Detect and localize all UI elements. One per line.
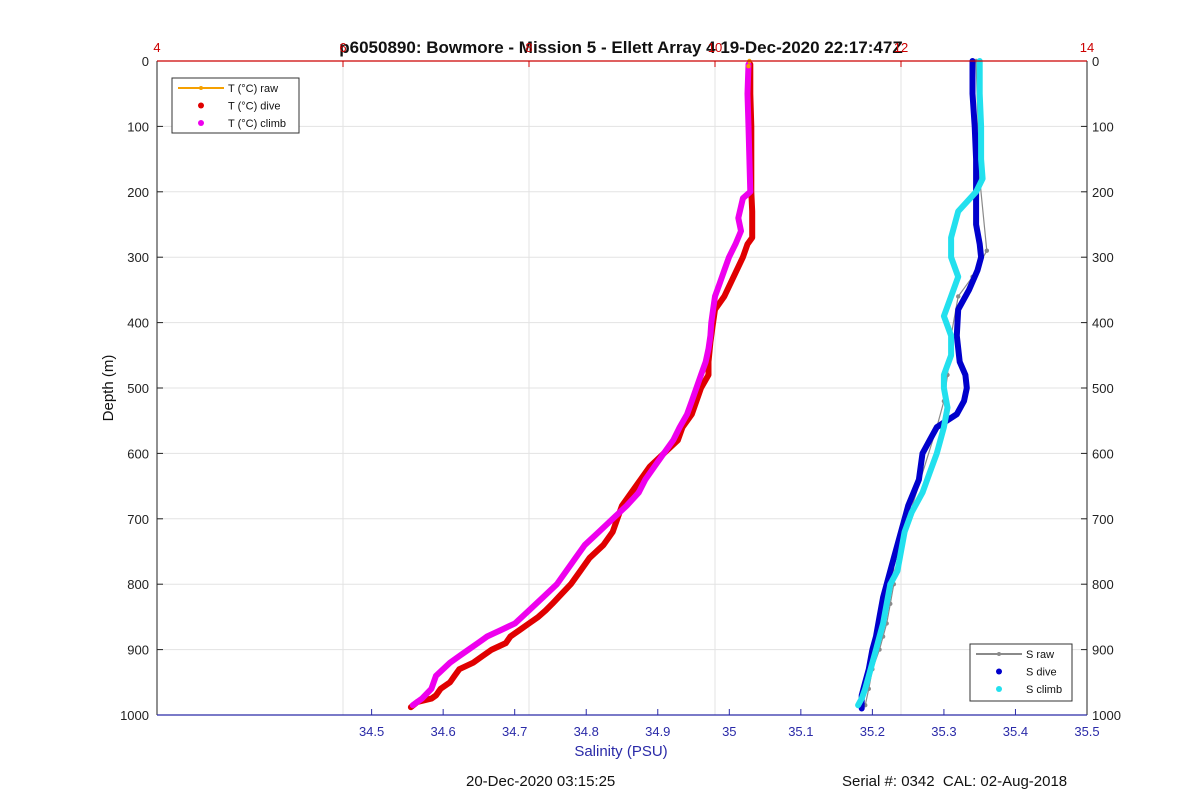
x-tick-label: 35 bbox=[722, 724, 736, 739]
legend-entry-label: T (°C) climb bbox=[228, 118, 286, 130]
footer-timestamp: 20-Dec-2020 03:15:25 bbox=[466, 773, 616, 790]
y-tick-label-left: 600 bbox=[127, 446, 149, 461]
top-tick-label: 10 bbox=[708, 40, 722, 55]
x-tick-label: 35.5 bbox=[1074, 724, 1099, 739]
y-tick-label-right: 600 bbox=[1092, 446, 1114, 461]
chart-title: p6050890: Bowmore - Mission 5 - Ellett A… bbox=[339, 38, 902, 57]
data-point bbox=[984, 248, 990, 253]
y-tick-label-right: 200 bbox=[1092, 185, 1114, 200]
x-tick-label: 34.5 bbox=[359, 724, 384, 739]
footer-serial-cal: Serial #: 0342 CAL: 02-Aug-2018 bbox=[842, 773, 1068, 790]
y-tick-label-left: 400 bbox=[127, 316, 149, 331]
y-tick-label-left: 800 bbox=[127, 577, 149, 592]
y-tick-label-left: 200 bbox=[127, 185, 149, 200]
legend-entry-label: S raw bbox=[1026, 649, 1054, 661]
x-tick-label: 34.8 bbox=[574, 724, 599, 739]
series-s-dive bbox=[858, 58, 985, 712]
y-tick-label-right: 300 bbox=[1092, 250, 1114, 265]
y-tick-label-right: 0 bbox=[1092, 54, 1099, 69]
legend-swatch-marker bbox=[199, 86, 203, 90]
top-tick-label: 4 bbox=[153, 40, 160, 55]
x-tick-label: 34.9 bbox=[645, 724, 670, 739]
y-tick-label-right: 700 bbox=[1092, 512, 1114, 527]
legend-temperature: T (°C) raw T (°C) dive T (°C) climb bbox=[171, 77, 300, 134]
tick-labels: 0 0 100 100 200 200 300 300 400 400 500 500 600 600 70… bbox=[120, 40, 1121, 739]
y-tick-label-right: 400 bbox=[1092, 316, 1114, 331]
legend-swatch-marker bbox=[198, 102, 204, 109]
axes bbox=[156, 60, 1088, 716]
legend-swatch-marker bbox=[997, 652, 1001, 656]
y-tick-label-left: 0 bbox=[142, 54, 149, 69]
x-tick-label: 35.4 bbox=[1003, 724, 1028, 739]
legend-entry-label: S dive bbox=[1026, 667, 1057, 679]
data-point bbox=[956, 294, 961, 299]
x-tick-label: 34.7 bbox=[502, 724, 527, 739]
legend-swatch-marker bbox=[996, 668, 1002, 675]
y-tick-label-left: 500 bbox=[127, 381, 149, 396]
series-t-c-climb bbox=[409, 61, 754, 709]
y-tick-label-right: 500 bbox=[1092, 381, 1114, 396]
top-tick-label: 12 bbox=[894, 40, 908, 55]
x-axis-label: Salinity (PSU) bbox=[574, 743, 667, 760]
data-point bbox=[746, 64, 751, 69]
top-tick-label: 14 bbox=[1080, 40, 1094, 55]
y-tick-label-right: 100 bbox=[1092, 119, 1114, 134]
y-tick-label-left: 300 bbox=[127, 250, 149, 265]
x-tick-label: 35.3 bbox=[931, 724, 956, 739]
y-axis-label: Depth (m) bbox=[100, 355, 117, 422]
x-tick-label: 35.1 bbox=[788, 724, 813, 739]
x-tick-label: 34.6 bbox=[430, 724, 455, 739]
legend-entry-label: T (°C) dive bbox=[228, 101, 280, 113]
y-tick-label-right: 1000 bbox=[1092, 708, 1121, 723]
y-tick-label-left: 1000 bbox=[120, 708, 149, 723]
y-tick-label-left: 900 bbox=[127, 643, 149, 658]
legend-swatch-marker bbox=[996, 686, 1002, 692]
legend-entry-label: T (°C) raw bbox=[228, 83, 278, 95]
legend-salinity: S raw S dive S climb bbox=[969, 643, 1073, 702]
top-tick-label: 6 bbox=[339, 40, 346, 55]
legend-entry-label: S climb bbox=[1026, 684, 1062, 696]
top-tick-label: 8 bbox=[525, 40, 532, 55]
y-tick-label-right: 800 bbox=[1092, 577, 1114, 592]
series-layer bbox=[407, 58, 990, 712]
y-tick-label-left: 700 bbox=[127, 512, 149, 527]
series-s-climb bbox=[855, 58, 986, 709]
legend-swatch-marker bbox=[198, 120, 204, 126]
y-tick-label-left: 100 bbox=[127, 119, 149, 134]
y-tick-label-right: 900 bbox=[1092, 643, 1114, 658]
x-tick-label: 35.2 bbox=[860, 724, 885, 739]
series-t-c-dive bbox=[407, 61, 756, 711]
